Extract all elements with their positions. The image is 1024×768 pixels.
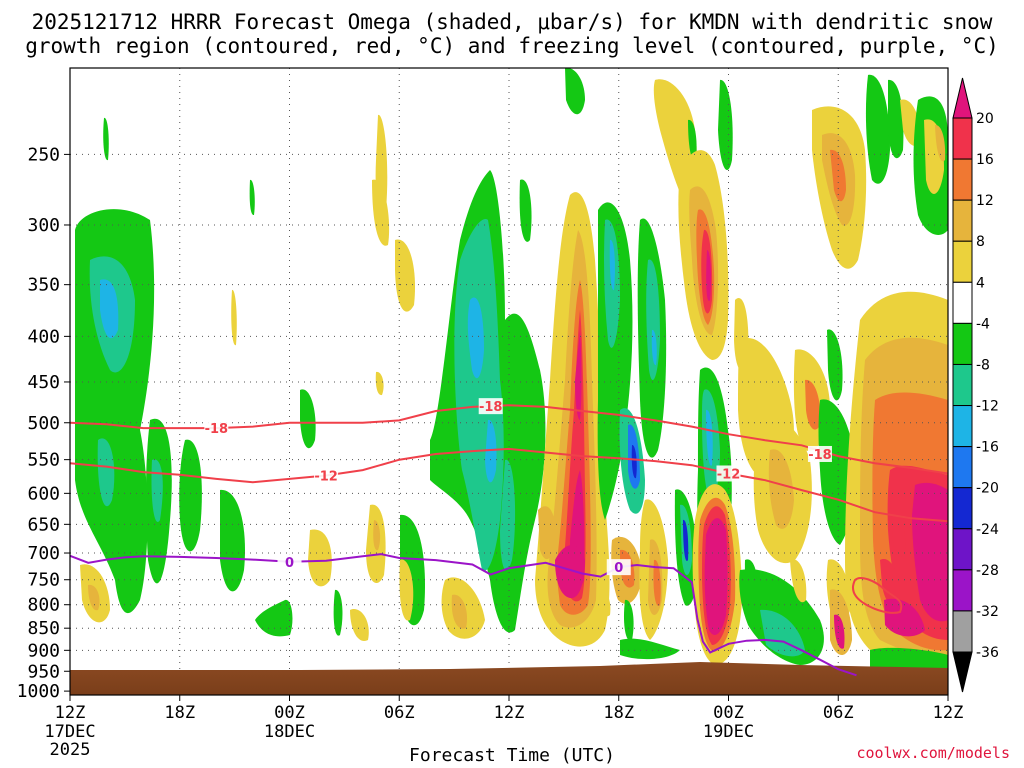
y-tick-label-850: 850 <box>27 618 60 639</box>
x-tick-label-18: 06Z <box>384 703 415 723</box>
isotherm-closed-loop <box>852 577 903 614</box>
colorbar-bin-13 <box>952 610 973 653</box>
y-tick-label-1000: 1000 <box>17 681 60 702</box>
y-tick-label-350: 350 <box>27 275 60 296</box>
colorbar-bottom-arrow <box>952 651 973 693</box>
y-axis: 2503003504004505005506006507007508008509… <box>17 144 70 702</box>
isotherm-label-bg <box>478 398 503 415</box>
x-tick-label-36: 00Z <box>713 703 744 723</box>
colorbar-bin-11 <box>952 528 973 571</box>
colorbar-label-0: 20 <box>976 111 994 127</box>
colorbar-bin-12 <box>952 569 973 612</box>
colorbar-label-9: -20 <box>976 481 999 497</box>
colorbar: 20 16 12 8 4 -4 -8 -12 -16 -20 -24 -28 -32 -36 <box>952 77 999 693</box>
colorbar-bin-2 <box>952 158 973 201</box>
isotherm-label-0-0: 0 <box>285 556 294 571</box>
x-tick-label-12: 00Z <box>274 703 305 723</box>
isotherm-label-bg <box>606 559 631 576</box>
y-tick-label-500: 500 <box>27 413 60 434</box>
colorbar-label-13: -36 <box>976 645 999 661</box>
isotherm-label--12-0: -12 <box>314 470 338 485</box>
colorbar-label-3: 8 <box>976 234 985 250</box>
isotherm-label--12-1: -12 <box>717 467 741 482</box>
x-axis-title: Forecast Time (UTC) <box>409 745 615 766</box>
x-tick-year-0: 2025 <box>50 740 91 760</box>
colorbar-bin-10 <box>952 487 973 530</box>
y-tick-label-800: 800 <box>27 595 60 616</box>
isotherm-label--18-2: -18 <box>808 448 832 463</box>
y-tick-label-750: 750 <box>27 570 60 591</box>
x-tick-date-36: 19DEC <box>703 722 754 742</box>
y-tick-label-950: 950 <box>27 661 60 682</box>
colorbar-label-1: 16 <box>976 152 994 168</box>
colorbar-bin-5 <box>952 281 973 324</box>
colorbar-bin-6 <box>952 322 973 365</box>
colorbar-bin-8 <box>952 405 973 448</box>
isotherm-0 <box>70 553 857 677</box>
colorbar-label-10: -24 <box>976 522 999 538</box>
isotherm-label--18-0: -18 <box>205 422 229 437</box>
colorbar-top-arrow <box>952 77 973 119</box>
chart-title-line-1: 2025121712 HRRR Forecast Omega (shaded, … <box>31 10 993 34</box>
y-tick-label-700: 700 <box>27 543 60 564</box>
x-tick-label-0: 12Z <box>55 703 86 723</box>
colorbar-bin-4 <box>952 240 973 283</box>
colorbar-label-7: -12 <box>976 399 999 415</box>
x-tick-label-6: 18Z <box>164 703 195 723</box>
colorbar-label-6: -8 <box>976 357 990 373</box>
y-tick-label-450: 450 <box>27 372 60 393</box>
colorbar-bin-9 <box>952 446 973 489</box>
isotherm-label--18-1: -18 <box>479 400 503 415</box>
x-tick-label-48: 12Z <box>933 703 964 723</box>
colorbar-bin-7 <box>952 363 973 407</box>
isotherm-label-bg <box>204 420 229 437</box>
y-tick-label-550: 550 <box>27 450 60 471</box>
y-tick-label-300: 300 <box>27 215 60 236</box>
colorbar-label-8: -16 <box>976 440 999 456</box>
isotherm-lines: -18 -18 -18 -12 -12 0 0 <box>70 398 948 677</box>
credit-text: coolwx.com/models <box>856 744 1010 762</box>
colorbar-bin-3 <box>952 199 973 242</box>
y-tick-label-900: 900 <box>27 640 60 661</box>
colorbar-label-12: -32 <box>976 604 999 620</box>
x-tick-date-12: 18DEC <box>264 722 315 742</box>
isotherm-label-bg <box>314 467 339 484</box>
x-tick-label-24: 12Z <box>494 703 525 723</box>
y-tick-label-250: 250 <box>27 144 60 165</box>
isotherm-label-bg <box>277 553 302 570</box>
ground-surface <box>70 662 948 695</box>
colorbar-label-4: 4 <box>976 275 985 291</box>
y-tick-label-600: 600 <box>27 483 60 504</box>
x-tick-label-42: 06Z <box>823 703 854 723</box>
x-tick-date-0: 17DEC <box>44 722 95 742</box>
colorbar-label-5: -4 <box>976 316 990 332</box>
colorbar-label-2: 12 <box>976 193 994 209</box>
isotherm-label-bg <box>807 445 832 462</box>
omega-shading <box>75 68 948 668</box>
colorbar-bin-1 <box>952 117 973 160</box>
colorbar-label-11: -28 <box>976 563 999 579</box>
x-tick-label-30: 18Z <box>603 703 634 723</box>
y-tick-label-650: 650 <box>27 514 60 535</box>
y-tick-label-400: 400 <box>27 326 60 347</box>
isotherm-label-bg <box>716 465 741 482</box>
isotherm-label-0-1: 0 <box>614 561 623 576</box>
chart-title-line-2: growth region (contoured, red, °C) and f… <box>25 34 999 58</box>
isotherm--12 <box>70 447 948 523</box>
